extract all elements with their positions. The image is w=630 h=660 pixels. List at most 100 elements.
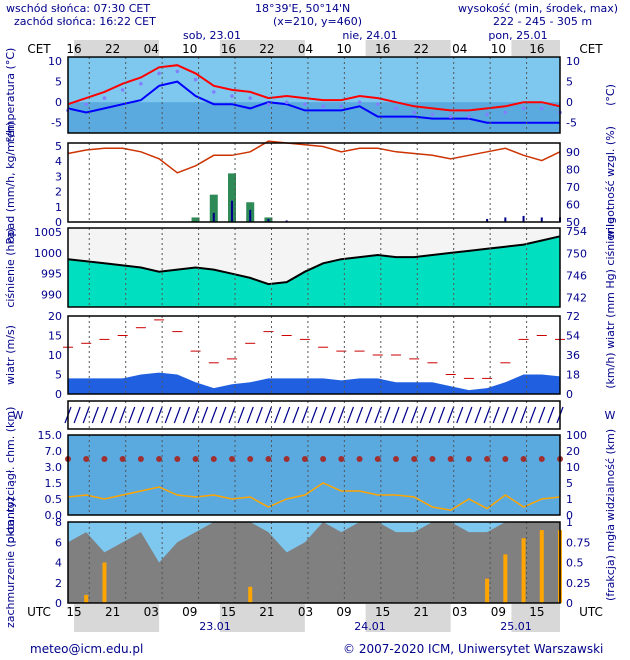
cloud-ytick: 15.0 [38, 429, 63, 442]
precip-ytick: 3 [55, 170, 62, 183]
wind-direction-arrow [246, 406, 254, 424]
humidity-line [67, 140, 561, 174]
wind-ytick-ms: 5 [55, 369, 62, 382]
hour-label-bottom: 21 [105, 605, 120, 619]
cloudcover-ytick: 0 [55, 597, 62, 610]
wind-direction-arrow [401, 406, 409, 424]
cloudcover-ytick: 4 [55, 557, 62, 570]
cloud-layer-point [283, 456, 290, 462]
cloud-layer-point [210, 456, 217, 462]
temperature-point [321, 104, 325, 109]
humidity-ytick: 70 [566, 181, 580, 194]
wind-ytick-ms: 20 [48, 310, 62, 323]
hour-label-top: 22 [259, 42, 274, 56]
wind-direction-arrow [474, 406, 482, 424]
hour-label-bottom: 15 [221, 605, 236, 619]
cloud-layer-point [338, 456, 345, 462]
panel-frame-3 [67, 315, 561, 395]
wind-direction-arrow [355, 406, 364, 424]
wind-direction-arrow [337, 406, 345, 424]
elevation-values: 222 - 245 - 305 m [493, 15, 593, 28]
sunset-text: zachód słońca: 16:22 CET [14, 15, 156, 28]
cloud-layer-point [229, 456, 235, 462]
visibility-ytick: 20 [566, 445, 580, 458]
below-zero-band [68, 102, 560, 133]
wind-direction-arrow [237, 406, 245, 424]
cloudcover-ytick: 6 [55, 536, 62, 549]
hour-label-top: 04 [144, 42, 159, 56]
wind-direction-arrow [182, 406, 191, 424]
pressure-ytick-mmhg: 742 [566, 292, 587, 305]
humidity-ytick: 50 [566, 216, 580, 229]
wind-direction-arrow [100, 406, 109, 424]
fog-bar [521, 538, 526, 603]
wind-direction-arrow [365, 406, 373, 424]
temperature-point [230, 94, 234, 98]
cloud-layer-point [119, 456, 126, 462]
precip-ytick: 4 [55, 155, 62, 168]
cloud-layer-point [411, 456, 418, 462]
wind-direction-arrow [191, 406, 200, 424]
hour-label-top: 04 [298, 42, 313, 56]
wind-direction-arrow [456, 406, 464, 424]
temperature-point [375, 102, 380, 107]
fog-ytick: 0 [566, 597, 573, 610]
cloud-ytick: 0.0 [45, 509, 63, 522]
temp-ytick-left: -5 [51, 117, 62, 130]
cloud-layer-point [137, 456, 144, 462]
wind-direction-arrow [273, 406, 282, 424]
cloud-layer-point [301, 456, 308, 462]
hour-label-bottom: 03 [298, 605, 313, 619]
wind-ytick-kmh: 18 [566, 369, 580, 382]
cloud-layer-point [374, 456, 381, 462]
day-label-top: nie, 24.01 [342, 29, 397, 42]
utc-label-left: UTC [27, 605, 51, 619]
dewpoint-line [67, 80, 560, 124]
footer-email[interactable]: meteo@icm.edu.pl [30, 642, 144, 656]
temperature-point [485, 112, 489, 117]
temperature-point [102, 96, 107, 100]
hour-label-top: 16 [221, 42, 236, 56]
hour-label-bottom: 15 [529, 605, 544, 619]
wind-ytick-kmh: 0 [566, 388, 573, 401]
hour-label-bottom: 09 [491, 605, 506, 619]
grid-point-text: (x=210, y=460) [273, 15, 363, 28]
utc-label-right: UTC [579, 605, 603, 619]
temp-ytick-right: -5 [566, 117, 577, 130]
time-band-shade-1-1 [219, 604, 305, 632]
wind-ylabel: wiatr (m/s) [4, 325, 17, 385]
cet-label-right: CET [579, 42, 603, 56]
humidity-ytick: 60 [566, 198, 580, 211]
cloud-layer-point [174, 456, 181, 462]
cloud-layer-point [484, 456, 491, 462]
visibility-ytick: 100 [566, 429, 587, 442]
wind-direction-arrow [292, 406, 300, 424]
wind-direction-arrow [465, 406, 473, 424]
hour-label-top: 10 [182, 42, 197, 56]
wind-direction-arrow [319, 406, 327, 424]
wind-direction-arrow [228, 406, 236, 424]
cet-label-left: CET [27, 42, 51, 56]
elevation-label: wysokość (min, środek, max) [458, 2, 619, 15]
wind-direction-arrow [201, 406, 209, 424]
panel-frame-4 [67, 400, 561, 430]
temp-ytick-right: 0 [566, 96, 573, 109]
snow-bar [267, 218, 270, 222]
pressure-line [67, 235, 561, 286]
wind-ytick-kmh: 36 [566, 349, 580, 362]
snow-bar [249, 209, 252, 222]
hour-label-top: 10 [336, 42, 351, 56]
wind-direction-arrow [383, 406, 391, 424]
temperature-point [539, 106, 544, 111]
hour-label-bottom: 15 [66, 605, 81, 619]
wind-direction-arrow [310, 406, 318, 424]
wind-direction-arrow [392, 406, 400, 424]
panel-bg-1 [68, 143, 560, 222]
snow-bar [212, 212, 215, 222]
cloud-layer-point [247, 456, 254, 462]
fog-ytick: 0.5 [566, 557, 584, 570]
time-band-shade-1-0 [74, 604, 160, 632]
wind-direction-arrow [374, 406, 382, 424]
visibility-line [67, 482, 561, 511]
temperature-point [120, 88, 125, 92]
